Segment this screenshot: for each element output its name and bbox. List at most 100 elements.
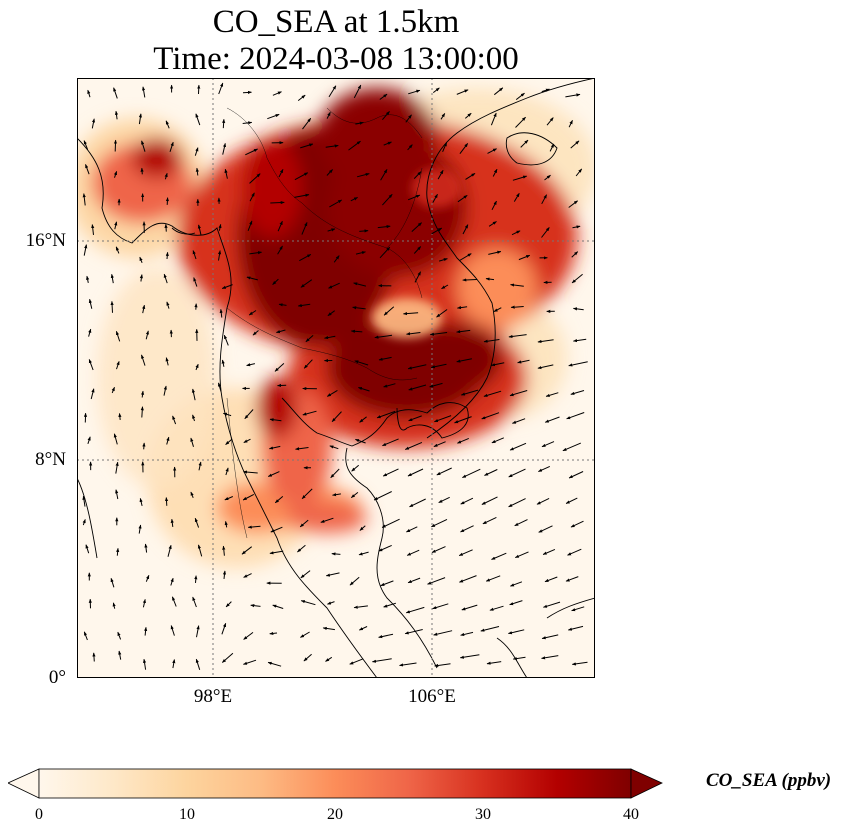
wind-vector: [575, 168, 583, 177]
wind-vector: [383, 141, 392, 146]
wind-vector: [83, 631, 88, 641]
wind-vector: [408, 89, 421, 95]
map-canvas: [77, 78, 595, 678]
wind-vector: [138, 113, 142, 125]
map-panel[interactable]: [77, 78, 595, 678]
wind-vector: [454, 416, 472, 424]
wind-vector: [302, 410, 317, 416]
wind-vector: [195, 167, 199, 176]
wind-vector: [166, 301, 170, 309]
wind-vector: [195, 113, 201, 126]
wind-vector: [90, 388, 95, 400]
wind-vector: [432, 87, 440, 93]
wind-vector: [142, 304, 146, 314]
wind-vector: [372, 658, 392, 663]
wind-vector: [491, 362, 505, 367]
wind-vector: [462, 468, 481, 479]
wind-vector: [537, 339, 554, 344]
wind-vector: [170, 625, 175, 636]
wind-vector: [433, 630, 453, 636]
wind-vector: [277, 220, 283, 232]
wind-vector: [570, 140, 580, 149]
wind-vector: [404, 629, 423, 635]
wind-vector: [267, 113, 280, 120]
wind-vector: [432, 603, 449, 610]
wind-vector: [297, 94, 306, 101]
wind-vector: [269, 631, 278, 635]
wind-vector: [197, 224, 202, 236]
wind-vector: [483, 339, 500, 343]
wind-vector: [378, 356, 392, 361]
wind-vector: [115, 246, 120, 254]
wind-vector: [164, 497, 169, 506]
wind-vector: [85, 544, 90, 554]
wind-vector: [144, 626, 148, 636]
wind-vector: [350, 329, 363, 333]
wind-vector: [224, 521, 228, 528]
wind-vector: [294, 172, 309, 181]
wind-vector: [225, 601, 232, 608]
wind-vector: [303, 653, 312, 662]
wind-vector: [113, 87, 118, 99]
wind-vector: [512, 656, 526, 661]
wind-vector: [332, 493, 341, 497]
wind-vector: [328, 85, 337, 98]
wind-vector: [514, 519, 528, 527]
wind-vector: [198, 461, 202, 471]
wind-vector: [456, 329, 471, 334]
wind-vector: [242, 493, 255, 501]
wind-vector: [374, 334, 393, 339]
wind-vector: [164, 172, 168, 180]
wind-vector: [487, 148, 497, 154]
wind-vector: [83, 244, 88, 256]
coastlines: [77, 78, 595, 678]
wind-vector: [302, 117, 312, 130]
wind-vector: [172, 659, 176, 669]
lat-tick-label: 0°: [48, 667, 66, 688]
wind-vector: [118, 413, 122, 420]
wind-vector: [568, 361, 588, 367]
wind-vector: [193, 277, 198, 287]
wind-vector: [222, 570, 227, 579]
wind-vector: [225, 467, 229, 476]
wind-vector: [568, 200, 578, 208]
wind-vector: [331, 411, 342, 423]
wind-vector: [277, 245, 283, 255]
lon-tick-label: 98°E: [193, 686, 233, 707]
wind-vector: [243, 438, 251, 444]
wind-vector: [459, 654, 480, 659]
wind-vector: [113, 171, 118, 178]
wind-vector: [224, 496, 233, 501]
wind-vector: [545, 392, 559, 397]
wind-vector: [88, 298, 93, 309]
wind-vector: [512, 175, 528, 181]
wind-vector: [381, 518, 400, 528]
wind-vector: [405, 114, 412, 123]
wind-vector: [269, 418, 282, 422]
wind-vector: [167, 544, 172, 557]
wind-vector: [464, 112, 472, 119]
wind-vector: [197, 544, 203, 557]
wind-vector: [403, 312, 419, 316]
wind-vector: [409, 498, 426, 508]
wind-vector: [223, 334, 229, 346]
wind-vector: [325, 144, 339, 148]
wind-vector: [330, 468, 340, 479]
wind-vector: [300, 570, 311, 579]
wind-vector: [508, 468, 526, 478]
wind-vector: [405, 606, 425, 614]
wind-vector: [359, 229, 369, 233]
wind-vector: [413, 246, 422, 254]
wind-vector: [378, 544, 392, 552]
wind-vector: [544, 416, 560, 423]
wind-vector: [274, 496, 284, 504]
wind-vector: [300, 279, 313, 288]
wind-vector: [488, 221, 497, 227]
wind-vector: [437, 169, 444, 180]
wind-vector: [571, 606, 585, 612]
wind-vector: [565, 576, 579, 582]
wind-vector: [485, 277, 495, 281]
wind-vector: [111, 386, 115, 394]
wind-vector: [510, 283, 524, 287]
wind-vector: [221, 284, 233, 289]
